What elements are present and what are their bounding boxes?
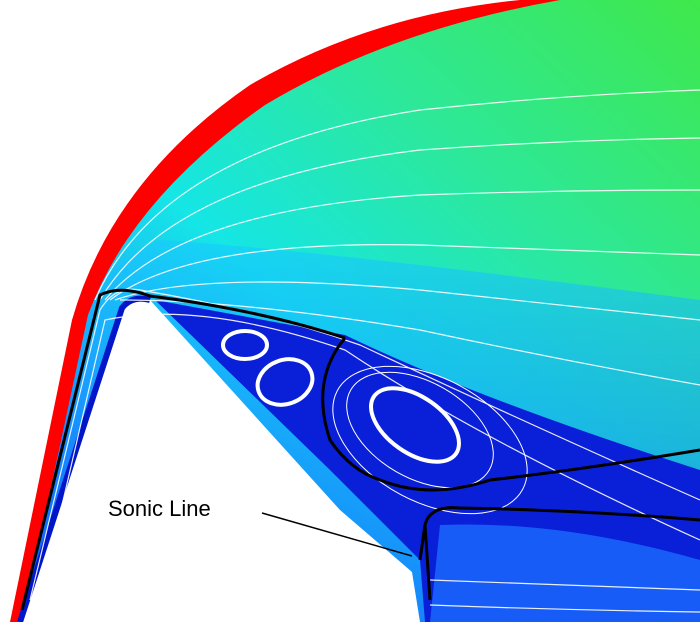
flow-field-figure: Sonic Line [0,0,700,622]
annotation: Sonic Line [108,496,211,521]
page: Sonic Line (() => { const data = JSON.pa… [0,0,700,622]
